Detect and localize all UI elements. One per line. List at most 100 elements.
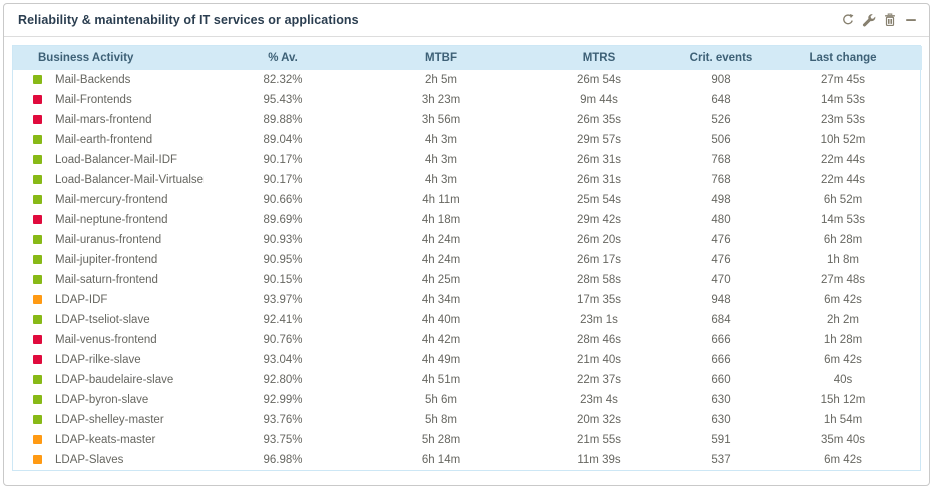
crit-events-cell: 498 — [711, 194, 731, 206]
status-square-icon — [33, 375, 42, 384]
business-activity-cell[interactable]: LDAP-rilke-slave — [13, 350, 204, 370]
mtrs-cell: 9m 44s — [580, 94, 618, 106]
business-activity-cell[interactable]: Mail-saturn-frontend — [13, 270, 204, 290]
business-activity-name: LDAP-Slaves — [55, 454, 124, 466]
mtbf-cell: 4h 40m — [421, 314, 461, 326]
availability-cell: 93.75% — [263, 434, 303, 446]
business-activity-name: Load-Balancer-Mail-IDF — [55, 154, 178, 166]
column-header-crit-events: Crit. events — [678, 46, 764, 70]
mtbf-cell: 4h 3m — [425, 154, 457, 166]
business-activity-cell[interactable]: Mail-mars-frontend — [13, 110, 204, 130]
business-activity-cell[interactable]: Mail-uranus-frontend — [13, 230, 204, 250]
availability-cell: 95.43% — [263, 94, 303, 106]
table-row[interactable]: LDAP-Slaves 96.98% 6h 14m 11m 39s 537 6m 42s — [13, 450, 922, 470]
mtbf-cell: 4h 24m — [421, 234, 461, 246]
mtbf-cell: 4h 18m — [421, 214, 461, 226]
mtbf-cell: 5h 8m — [425, 414, 457, 426]
trash-icon[interactable] — [881, 12, 898, 29]
business-activity-cell[interactable]: LDAP-baudelaire-slave — [13, 370, 204, 390]
business-activity-cell[interactable]: Load-Balancer-Mail-IDF — [13, 150, 204, 170]
status-square-icon — [33, 175, 42, 184]
mtrs-cell: 22m 37s — [576, 374, 622, 386]
mtbf-cell: 5h 28m — [421, 434, 461, 446]
business-activity-cell[interactable]: Mail-earth-frontend — [13, 130, 204, 150]
table-row[interactable]: LDAP-keats-master 93.75% 5h 28m 21m 55s 591 3… — [13, 430, 922, 450]
last-change-cell: 6m 42s — [824, 294, 862, 306]
business-activity-cell[interactable]: Mail-Backends — [13, 70, 204, 90]
table-row[interactable]: LDAP-baudelaire-slave 92.80% 4h 51m 22m 37s… — [13, 370, 922, 390]
business-activity-cell[interactable]: LDAP-Slaves — [13, 450, 204, 470]
table-row[interactable]: LDAP-byron-slave 92.99% 5h 6m 23m 4s 630 15h … — [13, 390, 922, 410]
last-change-cell: 1h 8m — [827, 254, 859, 266]
table-row[interactable]: Mail-jupiter-frontend 90.95% 4h 24m 26m 17s… — [13, 250, 922, 270]
table-row[interactable]: Mail-uranus-frontend 90.93% 4h 24m 26m 20s 4… — [13, 230, 922, 250]
crit-events-cell: 684 — [711, 314, 731, 326]
business-activity-name: Mail-earth-frontend — [55, 134, 153, 146]
widget-title: Reliability & maintenability of IT servi… — [18, 13, 359, 27]
status-square-icon — [33, 215, 42, 224]
status-square-icon — [33, 435, 42, 444]
table-row[interactable]: Mail-mars-frontend 89.88% 3h 56m 26m 35s 526… — [13, 110, 922, 130]
business-activity-name: LDAP-baudelaire-slave — [55, 374, 174, 386]
business-activity-cell[interactable]: LDAP-keats-master — [13, 430, 204, 450]
last-change-cell: 27m 45s — [820, 74, 866, 86]
availability-cell: 89.04% — [263, 134, 303, 146]
widget-titlebar: Reliability & maintenability of IT servi… — [4, 4, 929, 37]
crit-events-cell: 630 — [711, 394, 731, 406]
table-row[interactable]: Mail-neptune-frontend 89.69% 4h 18m 29m 42s… — [13, 210, 922, 230]
business-activity-cell[interactable]: LDAP-byron-slave — [13, 390, 204, 410]
business-activity-cell[interactable]: Mail-mercury-frontend — [13, 190, 204, 210]
table-row[interactable]: LDAP-rilke-slave 93.04% 4h 49m 21m 40s 666 6m… — [13, 350, 922, 370]
mtrs-cell: 26m 31s — [576, 154, 622, 166]
last-change-cell: 40s — [833, 374, 853, 386]
crit-events-cell: 480 — [711, 214, 731, 226]
business-activity-cell[interactable]: LDAP-shelley-master — [13, 410, 204, 430]
business-activity-cell[interactable]: Mail-jupiter-frontend — [13, 250, 204, 270]
mtrs-cell: 20m 32s — [576, 414, 622, 426]
table-row[interactable]: LDAP-tseliot-slave 92.41% 4h 40m 23m 1s 684 2… — [13, 310, 922, 330]
refresh-icon[interactable] — [839, 12, 856, 29]
table-row[interactable]: Mail-earth-frontend 89.04% 4h 3m 29m 57s 506… — [13, 130, 922, 150]
availability-cell: 90.76% — [263, 334, 303, 346]
status-square-icon — [33, 295, 42, 304]
mtbf-cell: 4h 42m — [421, 334, 461, 346]
last-change-cell: 23m 53s — [820, 114, 866, 126]
last-change-cell: 6m 42s — [824, 354, 862, 366]
table-row[interactable]: Load-Balancer-Mail-IDF 90.17% 4h 3m 26m 31s… — [13, 150, 922, 170]
business-activity-name: LDAP-keats-master — [55, 434, 156, 446]
table-row[interactable]: LDAP-IDF 93.97% 4h 34m 17m 35s 948 6m 42s — [13, 290, 922, 310]
business-activity-cell[interactable]: LDAP-tseliot-slave — [13, 310, 204, 330]
last-change-cell: 1h 28m — [823, 334, 863, 346]
business-activity-name: LDAP-IDF — [55, 294, 108, 306]
table-row[interactable]: Load-Balancer-Mail-Virtualservice 90.17% 4… — [13, 170, 922, 190]
mtrs-cell: 28m 46s — [576, 334, 622, 346]
business-activity-cell[interactable]: Load-Balancer-Mail-Virtualservice — [13, 170, 204, 190]
crit-events-cell: 630 — [711, 414, 731, 426]
table-row[interactable]: Mail-Backends 82.32% 2h 5m 26m 54s 908 27m 45… — [13, 70, 922, 90]
business-activity-name: Mail-neptune-frontend — [55, 214, 168, 226]
status-square-icon — [33, 195, 42, 204]
status-square-icon — [33, 235, 42, 244]
mtrs-cell: 17m 35s — [576, 294, 622, 306]
crit-events-cell: 506 — [711, 134, 731, 146]
crit-events-cell: 908 — [711, 74, 731, 86]
mtrs-cell: 11m 39s — [577, 454, 621, 466]
wrench-icon[interactable] — [860, 12, 877, 29]
last-change-cell: 10h 52m — [820, 134, 866, 146]
ba-table: Business Activity % Av. MTBF MTRS Crit. … — [13, 46, 922, 470]
column-header-last-change: Last change — [764, 46, 922, 70]
table-row[interactable]: LDAP-shelley-master 93.76% 5h 8m 20m 32s 630… — [13, 410, 922, 430]
business-activity-cell[interactable]: LDAP-IDF — [13, 290, 204, 310]
status-square-icon — [33, 135, 42, 144]
reliability-widget: Reliability & maintenability of IT servi… — [3, 3, 930, 486]
table-row[interactable]: Mail-Frontends 95.43% 3h 23m 9m 44s 648 14m 5… — [13, 90, 922, 110]
business-activity-cell[interactable]: Mail-Frontends — [13, 90, 204, 110]
business-activity-cell[interactable]: Mail-venus-frontend — [13, 330, 204, 350]
table-row[interactable]: Mail-venus-frontend 90.76% 4h 42m 28m 46s 66… — [13, 330, 922, 350]
minimize-icon[interactable] — [902, 12, 919, 29]
table-row[interactable]: Mail-saturn-frontend 90.15% 4h 25m 28m 58s 4… — [13, 270, 922, 290]
mtrs-cell: 26m 54s — [576, 74, 622, 86]
table-row[interactable]: Mail-mercury-frontend 90.66% 4h 11m 25m 54s… — [13, 190, 922, 210]
business-activity-cell[interactable]: Mail-neptune-frontend — [13, 210, 204, 230]
mtrs-cell: 21m 40s — [576, 354, 622, 366]
